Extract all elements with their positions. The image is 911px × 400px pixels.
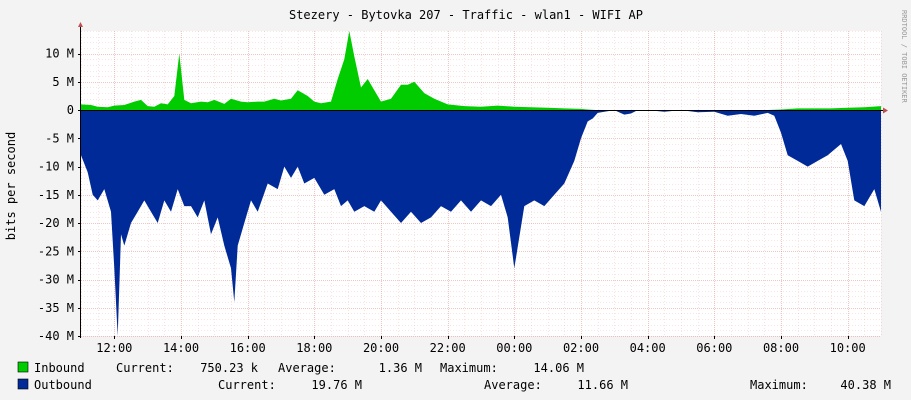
y-tick-label: -5 M [45,131,74,145]
legend-swatch-inbound [17,361,29,373]
y-tick-label: 10 M [45,47,74,61]
y-tick-label: -30 M [38,273,74,287]
y-tick-label: 0 [67,103,74,117]
legend: Inbound Current: 750.23 k Average: 1.36 … [17,361,891,392]
y-tick-label: -40 M [38,329,74,343]
x-tick-label: 18:00 [296,341,332,355]
series-area-outbound [81,110,881,337]
x-tick-label: 02:00 [563,341,599,355]
legend-inbound-current-label: Current: [116,361,174,375]
legend-inbound-name: Inbound [34,361,85,375]
legend-inbound-maximum: 14.06 M [533,361,584,375]
x-axis-arrow [883,107,888,114]
y-axis-label: bits per second [4,132,18,240]
legend-outbound-current: 19.76 M [311,378,362,392]
y-tick-labels: 10 M 5 M 0 -5 M -10 M -15 M -20 M -25 M -30 M -35… [38,47,81,343]
y-axis-arrow [78,22,83,27]
y-tick-label: -10 M [38,160,74,174]
legend-outbound-current-label: Current: [218,378,276,392]
x-tick-label: 10:00 [830,341,866,355]
x-tick-labels: 12:00 14:00 16:00 18:00 20:00 22:00 00:00 02:00… [96,336,866,355]
y-tick-label: -35 M [38,301,74,315]
rrdtool-credit: RRDTOOL / TOBI OETIKER [900,10,908,104]
legend-outbound-maximum-label: Maximum: [750,378,808,392]
y-tick-label: -25 M [38,244,74,258]
legend-outbound-name: Outbound [34,378,92,392]
series-areas [81,31,881,337]
x-tick-label: 04:00 [630,341,666,355]
y-tick-label: -15 M [38,188,74,202]
legend-inbound-average: 1.36 M [379,361,422,375]
y-tick-label: 5 M [52,75,74,89]
x-tick-label: 12:00 [96,341,132,355]
legend-inbound-maximum-label: Maximum: [440,361,498,375]
legend-inbound-current: 750.23 k [200,361,259,375]
axes [78,22,888,338]
x-tick-label: 22:00 [430,341,466,355]
legend-outbound-average: 11.66 M [577,378,628,392]
x-tick-label: 14:00 [163,341,199,355]
legend-inbound-average-label: Average: [278,361,336,375]
x-tick-label: 20:00 [363,341,399,355]
legend-outbound-maximum: 40.38 M [840,378,891,392]
legend-swatch-outbound [17,378,29,390]
y-tick-label: -20 M [38,216,74,230]
x-tick-label: 00:00 [496,341,532,355]
chart-title: Stezery - Bytovka 207 - Traffic - wlan1 … [289,8,643,22]
x-tick-label: 08:00 [763,341,799,355]
x-tick-label: 16:00 [230,341,266,355]
x-tick-label: 06:00 [696,341,732,355]
legend-outbound-average-label: Average: [484,378,542,392]
